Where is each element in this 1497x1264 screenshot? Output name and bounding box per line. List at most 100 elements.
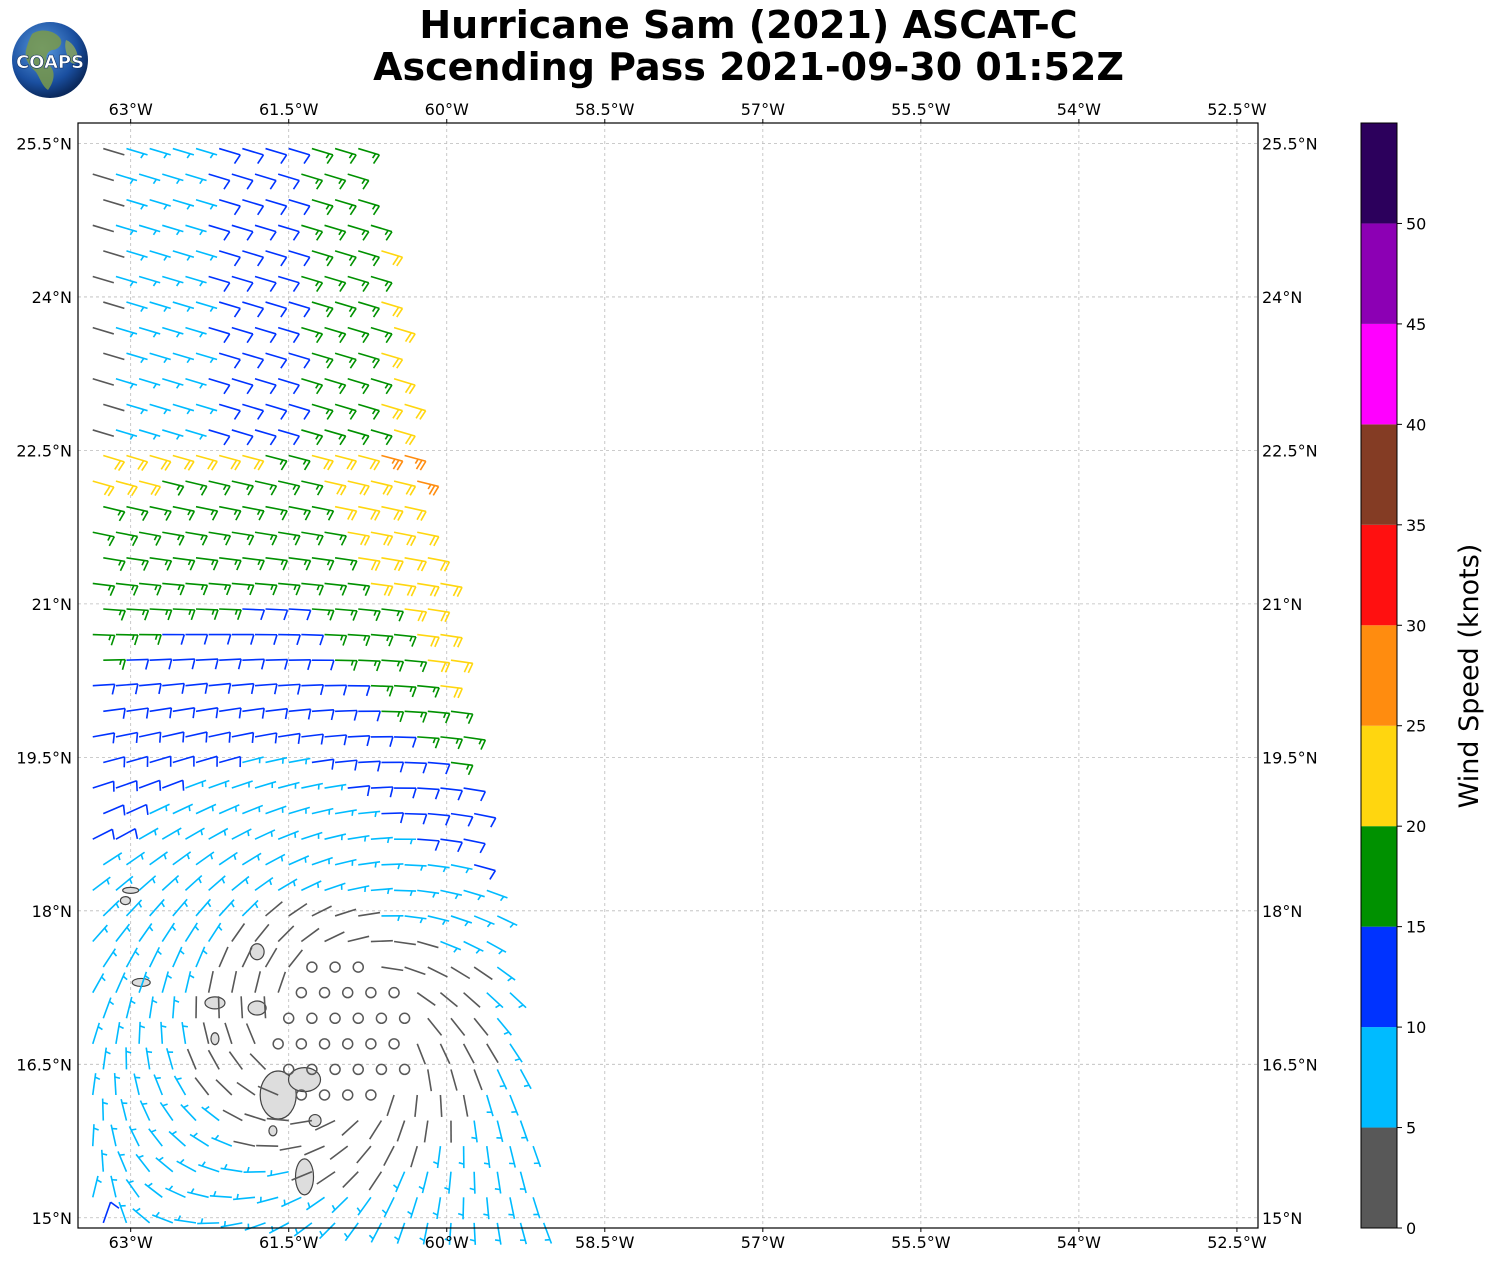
wind-barb [231,682,255,695]
wind-barb [92,924,109,943]
wind-barb [149,250,171,261]
wind-barb [242,557,265,571]
wind-barb [314,1119,336,1131]
wind-barb [311,758,335,770]
wind-barb [265,454,288,471]
wind-barb-calm [365,1038,377,1050]
wind-barb [254,633,278,645]
wind-barb [311,505,335,521]
wind-barb [249,1053,267,1070]
wind-barb [184,875,203,891]
lon-tick-label-top: 54°W [1057,100,1101,119]
wind-barb [138,779,162,791]
wind-barb [279,1145,302,1151]
wind-barb [347,378,370,395]
wind-barb [450,1069,458,1091]
wind-barb [311,856,333,866]
wind-barb [185,779,207,789]
wind-barb [208,429,231,446]
wind-barb [185,827,205,840]
colorbar-segment [1361,323,1397,425]
wind-barb [231,923,246,942]
wind-barb [195,608,219,621]
wind-barb [427,915,450,926]
lon-tick-label-top: 63°W [109,100,153,119]
map-frame-background [78,123,1258,1228]
wind-barb [334,557,358,571]
wind-barb [277,275,300,292]
wind-barb [103,352,125,361]
wind-barb [426,1069,433,1092]
wind-barb [115,731,139,743]
wind-barb [410,1145,419,1168]
wind-barb [254,480,278,496]
wind-barb [288,855,310,866]
wind-barb [201,1105,220,1122]
wind-barb-calm [388,1038,400,1050]
wind-barb [347,834,370,842]
wind-barb [185,224,207,236]
wind-barb [277,173,300,190]
wind-barb [324,326,347,344]
wind-barb [138,827,159,840]
colorbar-tick-label: 25 [1406,717,1426,736]
wind-barb [265,756,288,764]
wind-barb [208,275,231,292]
wind-barb [427,659,451,673]
wind-barb [242,454,265,471]
wind-barb [416,992,436,1006]
wind-barb [240,996,244,1019]
wind-barb [440,684,463,699]
wind-barb [469,1222,477,1245]
lon-tick-label-bottom: 57°W [741,1233,785,1252]
wind-barb [92,633,116,646]
wind-barb [393,378,416,395]
wind-barb [463,736,487,750]
wind-barb [195,898,212,917]
wind-barb [347,429,370,446]
wind-barb [404,863,427,871]
lat-tick-label-left: 24°N [32,288,72,307]
wind-barb [496,966,516,982]
wind-barb [394,889,417,897]
wind-barb [185,429,207,440]
wind-barb [172,454,195,471]
wind-barb [217,996,220,1019]
wind-barb [92,780,115,792]
wind-barb [404,761,428,774]
wind-barb [208,531,232,546]
wind-barb [91,1073,101,1096]
wind-barb [288,806,311,815]
wind-barb [103,658,127,670]
wind-barb [115,683,139,695]
wind-barb [254,732,278,744]
wind-barb [440,633,463,648]
wind-barb [208,875,226,891]
wind-barb [358,147,380,165]
wind-barb [242,198,265,216]
wind-barb [254,173,277,190]
wind-barb [126,658,150,670]
wind-barb-calm [282,1012,295,1025]
wind-barb [404,812,428,825]
wind-barb [172,301,195,313]
wind-barb [458,1146,465,1169]
wind-barb [324,224,347,241]
wind-barb [115,275,138,287]
wind-barb [148,1128,163,1147]
wind-barb [347,173,370,190]
wind-barb [145,1047,153,1070]
lon-tick-label-top: 60°W [425,100,469,119]
wind-barb [288,301,311,318]
wind-barb [149,755,172,767]
wind-barb [288,352,311,369]
wind-barb [440,838,463,853]
wind-barb [519,1069,532,1090]
wind-barb [277,781,300,789]
colorbar-segment [1361,424,1397,525]
wind-barb [115,224,138,236]
wind-barb [450,1017,466,1036]
lat-tick-label-right: 15°N [1262,1209,1302,1228]
wind-barb [311,352,334,369]
wind-barb [92,224,115,233]
